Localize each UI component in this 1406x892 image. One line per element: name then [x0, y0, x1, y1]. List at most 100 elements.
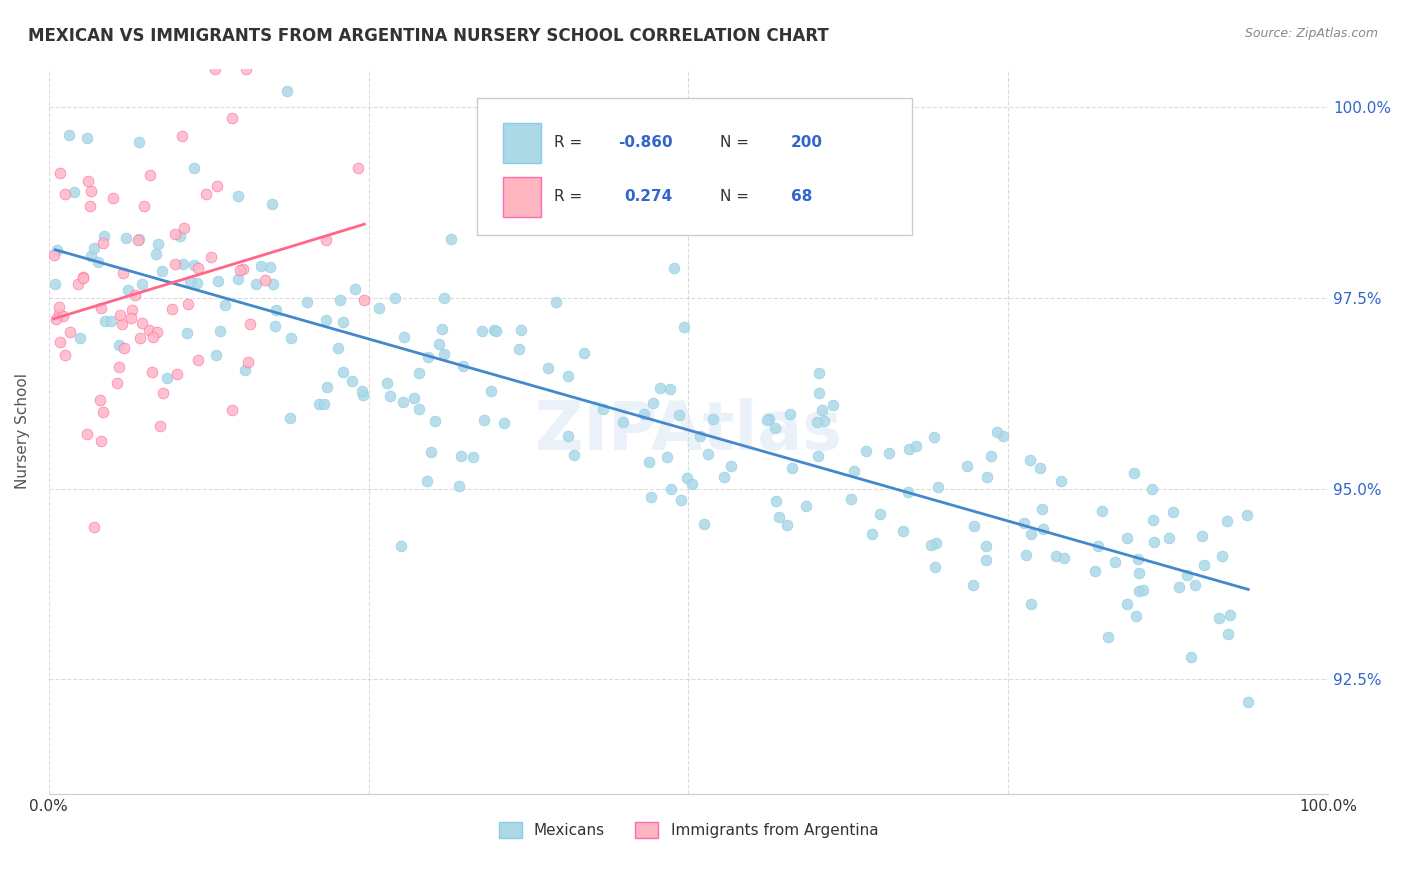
Point: [208, 324, 231, 338]
Point: [1194, 558, 1216, 572]
Point: [1122, 466, 1144, 480]
Point: [44, 277, 66, 292]
Point: [924, 535, 946, 549]
Point: [807, 366, 830, 380]
Point: [45, 312, 67, 326]
Point: [697, 446, 720, 460]
Point: [612, 415, 634, 429]
Point: [110, 308, 132, 322]
Y-axis label: Nursery School: Nursery School: [15, 373, 30, 490]
Point: [48, 307, 70, 321]
Point: [207, 178, 229, 193]
Point: [416, 474, 439, 488]
Point: [100, 314, 122, 328]
Point: [326, 341, 349, 355]
Point: [807, 385, 830, 400]
Point: [1019, 527, 1042, 541]
Point: [1159, 531, 1181, 545]
Point: [129, 331, 152, 345]
Point: [765, 420, 787, 434]
Point: [204, 62, 226, 76]
Text: -0.860: -0.860: [619, 135, 672, 150]
Point: [675, 471, 697, 485]
Point: [187, 261, 209, 276]
Point: [702, 412, 724, 426]
Point: [463, 450, 485, 465]
Point: [176, 296, 198, 310]
Point: [124, 287, 146, 301]
Point: [127, 233, 149, 247]
Point: [295, 295, 318, 310]
Point: [264, 303, 287, 318]
Point: [433, 291, 456, 305]
Point: [659, 482, 682, 496]
Point: [228, 272, 250, 286]
Point: [1140, 482, 1163, 496]
Point: [48, 300, 70, 314]
Point: [1116, 597, 1139, 611]
Point: [1104, 556, 1126, 570]
Point: [794, 499, 817, 513]
Point: [557, 428, 579, 442]
Point: [46, 243, 69, 257]
Point: [107, 359, 129, 374]
Point: [924, 560, 946, 574]
Point: [662, 260, 685, 275]
Point: [239, 317, 262, 331]
Point: [111, 266, 134, 280]
Point: [49, 334, 72, 349]
Text: 68: 68: [790, 189, 813, 204]
Text: R =: R =: [554, 189, 588, 204]
Point: [1116, 532, 1139, 546]
Point: [132, 199, 155, 213]
Point: [755, 413, 778, 427]
Point: [474, 413, 496, 427]
Point: [1180, 650, 1202, 665]
Point: [891, 524, 914, 539]
Point: [76, 174, 98, 188]
Point: [391, 395, 413, 409]
Point: [172, 129, 194, 144]
Point: [262, 277, 284, 291]
Point: [811, 403, 834, 417]
Point: [108, 338, 131, 352]
Point: [1019, 598, 1042, 612]
Point: [1128, 583, 1150, 598]
Point: [69, 331, 91, 345]
Point: [546, 295, 568, 310]
Point: [986, 425, 1008, 440]
Point: [343, 283, 366, 297]
Point: [508, 342, 530, 356]
Point: [280, 331, 302, 345]
Point: [79, 248, 101, 262]
Text: ZIPAtlas: ZIPAtlas: [536, 398, 842, 464]
Point: [392, 330, 415, 344]
Point: [963, 519, 986, 533]
Point: [807, 450, 830, 464]
Point: [648, 381, 671, 395]
Point: [91, 405, 114, 419]
Point: [42, 248, 65, 262]
Point: [1045, 549, 1067, 563]
Point: [510, 323, 533, 337]
Point: [1219, 608, 1241, 623]
Point: [1211, 549, 1233, 563]
Point: [922, 430, 945, 444]
Point: [172, 257, 194, 271]
Point: [1161, 505, 1184, 519]
Point: [1175, 567, 1198, 582]
Point: [315, 234, 337, 248]
Point: [1125, 608, 1147, 623]
Point: [149, 418, 172, 433]
Point: [860, 527, 883, 541]
Point: [1167, 580, 1189, 594]
Point: [380, 389, 402, 403]
Text: 0.274: 0.274: [624, 189, 672, 204]
Point: [904, 439, 927, 453]
Point: [855, 444, 877, 458]
Point: [1236, 508, 1258, 522]
Point: [453, 359, 475, 373]
Point: [232, 262, 254, 277]
Point: [640, 491, 662, 505]
Point: [974, 553, 997, 567]
